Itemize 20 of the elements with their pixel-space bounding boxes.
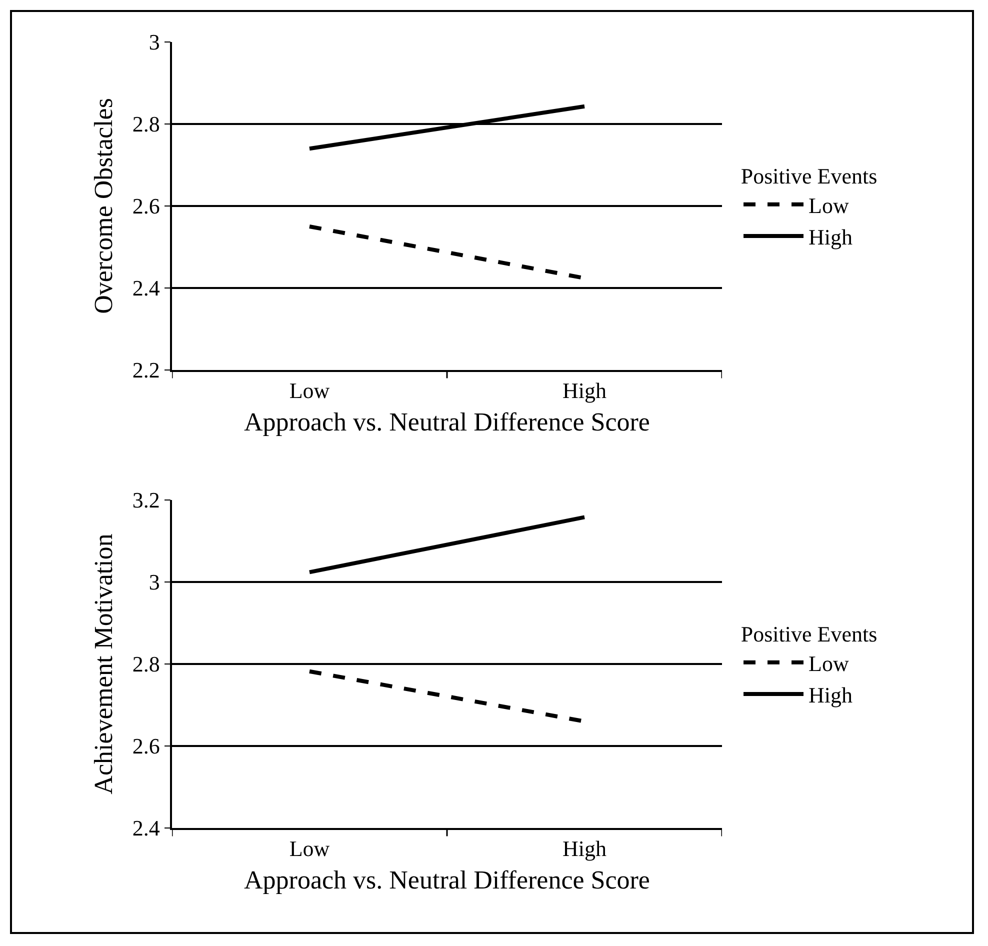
x-axis-title: Approach vs. Neutral Difference Score (244, 865, 650, 894)
y-tick-label: 2.6 (132, 734, 160, 759)
y-tick-label: 3.2 (132, 488, 160, 513)
y-tick-label: 3 (148, 570, 160, 595)
legend-label: Low (808, 192, 849, 218)
y-axis-title: Overcome Obstacles (89, 98, 118, 314)
x-axis-title: Approach vs. Neutral Difference Score (244, 407, 650, 436)
legend-label: High (808, 682, 852, 708)
y-tick-label: 3 (148, 30, 160, 55)
y-tick-label: 2.8 (132, 652, 160, 677)
y-tick-label: 2.8 (132, 112, 160, 137)
y-tick-label: 2.6 (132, 194, 160, 219)
y-tick-label: 2.4 (132, 816, 160, 841)
legend-title: Positive Events (740, 622, 878, 647)
legend-title: Positive Events (740, 164, 878, 189)
y-tick-label: 2.4 (132, 276, 160, 301)
y-tick-label: 2.2 (132, 358, 160, 383)
legend-label: Low (808, 650, 849, 676)
y-axis-title: Achievement Motivation (89, 534, 118, 794)
legend-label: High (808, 224, 852, 250)
